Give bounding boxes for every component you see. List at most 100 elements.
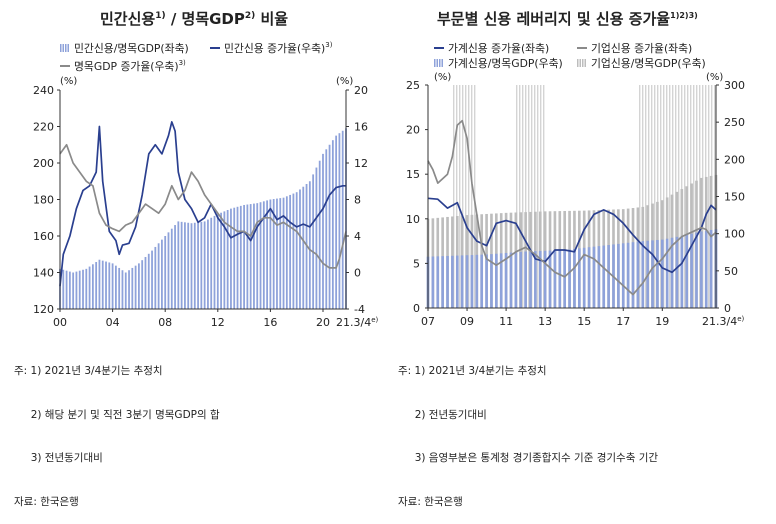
- bar: [105, 261, 107, 309]
- x-end-label: 21.3/4e): [702, 315, 745, 328]
- household-bar: [475, 254, 479, 308]
- left-tick-label: 20: [406, 124, 420, 137]
- legend-swatch: [436, 59, 438, 67]
- legend-swatch: [439, 59, 441, 67]
- bar: [236, 206, 239, 309]
- bar: [180, 221, 183, 309]
- household-credit-growth-line: [427, 197, 717, 274]
- bar: [68, 271, 71, 309]
- bar: [276, 198, 278, 309]
- bar: [220, 212, 222, 309]
- household-bar: [548, 250, 552, 308]
- nominal-gdp-growth-line: [59, 143, 347, 269]
- bar: [233, 207, 236, 309]
- household-bar: [446, 255, 449, 308]
- note-line: 주: 1) 2021년 3/4분기는 추정치: [398, 365, 547, 377]
- bar: [279, 198, 282, 309]
- x-tick-label: 07: [421, 315, 435, 328]
- legend-label: 기업신용 증가율(좌축): [591, 42, 692, 55]
- bar: [85, 268, 88, 309]
- household-bar: [617, 243, 620, 308]
- left-tick-label: 180: [33, 194, 54, 207]
- household-bar: [553, 250, 557, 308]
- note-line: 자료: 한국은행: [14, 495, 79, 508]
- household-bar: [680, 235, 684, 308]
- bar: [88, 266, 91, 309]
- bar: [325, 149, 328, 309]
- left-chart-title: 민간신용1) / 명목GDP2) 비율: [100, 10, 288, 28]
- left-axis-unit: (%): [434, 72, 451, 83]
- household-bar: [529, 251, 532, 308]
- bar: [141, 260, 144, 309]
- bar: [144, 256, 147, 309]
- bar: [207, 219, 209, 309]
- bar: [249, 204, 252, 309]
- household-bar: [563, 250, 566, 308]
- left-bars: [59, 128, 347, 309]
- bar: [138, 263, 140, 309]
- bar: [312, 174, 315, 309]
- left-axis-unit: (%): [60, 76, 77, 87]
- x-tick-label: 16: [263, 316, 277, 329]
- legend-label: 가계신용/명목GDP(우축): [448, 57, 563, 70]
- bar: [302, 186, 305, 309]
- right-chart: 부문별 신용 레버리지 및 신용 증가율1)2)3) 가계신용 증가율(좌축) 기업…: [406, 10, 745, 328]
- left-tick-label: 25: [406, 79, 420, 92]
- bar: [262, 201, 265, 309]
- legend-swatch: [582, 59, 584, 67]
- bar: [157, 243, 160, 309]
- bar: [328, 144, 331, 309]
- corporate-credit-growth-line: [427, 119, 717, 296]
- left-tick-label: 10: [406, 213, 420, 226]
- right-tick-label: -4: [354, 303, 365, 316]
- left-legend: 민간신용/명목GDP(좌축) 민간신용 증가율(우축)3) 명목GDP 증가율(우축…: [60, 41, 333, 73]
- bar: [213, 215, 216, 309]
- bar: [223, 211, 226, 309]
- household-bar: [656, 239, 659, 308]
- right-axis-unit: (%): [336, 76, 353, 87]
- right-tick-label: 20: [354, 84, 368, 97]
- bar: [111, 263, 114, 309]
- bar: [322, 153, 324, 309]
- household-bar: [621, 243, 625, 308]
- right-tick-label: 8: [354, 194, 361, 207]
- household-bar: [495, 253, 498, 308]
- household-bar: [436, 256, 440, 308]
- bar: [154, 246, 157, 309]
- legend-label: 명목GDP 증가율(우축)3): [74, 59, 186, 73]
- bar: [200, 221, 203, 309]
- right-tick-label: 100: [724, 228, 745, 241]
- bar: [118, 267, 121, 309]
- bar: [131, 267, 134, 309]
- bar: [164, 236, 167, 309]
- legend-swatch: [584, 59, 586, 67]
- right-tick-label: 250: [724, 116, 745, 129]
- household-bar: [695, 232, 698, 308]
- legend-swatch: [62, 44, 64, 52]
- bar: [75, 271, 78, 309]
- x-tick-label: 09: [460, 315, 474, 328]
- household-bar: [441, 256, 444, 308]
- right-tick-label: 200: [724, 153, 745, 166]
- bar: [259, 202, 262, 309]
- right-tick-label: 50: [724, 265, 738, 278]
- bar: [285, 196, 288, 309]
- bar: [82, 269, 84, 309]
- bar: [72, 272, 75, 309]
- household-bar: [665, 238, 669, 308]
- bar: [101, 260, 104, 309]
- legend-label: 민간신용 증가율(우축)3): [224, 41, 333, 55]
- legend-swatch: [67, 44, 69, 52]
- x-tick-label: 12: [211, 316, 225, 329]
- note-line: 자료: 한국은행: [398, 495, 463, 508]
- bar: [331, 140, 334, 309]
- bar: [269, 199, 272, 309]
- left-tick-label: 160: [33, 230, 54, 243]
- left-tick-label: 5: [413, 257, 420, 270]
- bar: [177, 221, 180, 309]
- left-tick-label: 15: [406, 168, 420, 181]
- household-bar: [607, 245, 610, 308]
- household-bar: [543, 250, 547, 308]
- household-bar: [592, 246, 596, 308]
